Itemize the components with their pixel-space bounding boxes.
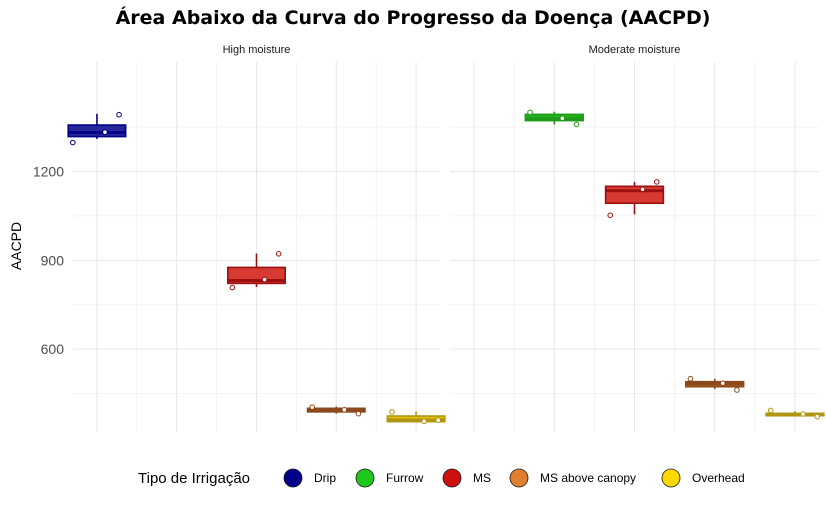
legend-item-furrow: Furrow [355, 468, 424, 488]
data-point [435, 417, 441, 423]
data-point [720, 380, 726, 386]
box [67, 124, 127, 138]
data-point [102, 129, 108, 135]
box-overhead [765, 407, 825, 420]
legend-item-drip: Drip [283, 468, 336, 488]
box-ms-above-canopy [685, 375, 745, 393]
data-point [275, 251, 282, 257]
legend-key [661, 468, 681, 488]
panel-0: High moisture [67, 44, 446, 432]
data-point [607, 212, 614, 219]
legend-key [509, 468, 529, 488]
data-point [116, 111, 122, 118]
box-ms [226, 251, 287, 291]
data-point [389, 409, 395, 415]
data-point [653, 179, 660, 185]
panel-title: High moisture [223, 44, 291, 56]
data-point [800, 411, 806, 417]
box-drip [67, 111, 127, 146]
legend-label: Drip [314, 471, 336, 485]
legend-label: MS [473, 471, 491, 485]
legend-label: MS above canopy [540, 471, 636, 485]
y-tick-label: 600 [41, 341, 65, 357]
chart-title: Área Abaixo da Curva do Progresso da Doe… [116, 6, 711, 29]
data-point [767, 407, 774, 414]
data-point [70, 139, 76, 146]
data-point [355, 410, 362, 417]
data-point [341, 407, 348, 413]
box-overhead [386, 409, 446, 425]
legend: Drip Furrow MS MS above canopy Overhead [283, 468, 745, 488]
data-point [229, 284, 236, 291]
box [604, 185, 665, 204]
data-point [261, 276, 268, 283]
data-point [639, 186, 646, 193]
box-ms [604, 179, 665, 219]
legend-item-ms: MS [442, 468, 491, 488]
legend-item-overhead: Overhead [661, 468, 745, 488]
data-point [527, 109, 533, 116]
data-point [687, 375, 694, 382]
box-furrow [524, 109, 584, 128]
data-point [421, 418, 427, 425]
legend-key [442, 468, 462, 488]
y-tick-label: 1200 [33, 164, 64, 180]
legend-item-ms-above-canopy: MS above canopy [509, 468, 636, 488]
y-tick-label: 900 [41, 252, 65, 268]
panel-title: Moderate moisture [589, 44, 681, 56]
data-point [814, 413, 820, 420]
legend-label: Overhead [692, 471, 745, 485]
y-axis-label: AACPD [8, 222, 24, 270]
box-ms-above-canopy [306, 404, 366, 417]
legend-key [283, 468, 303, 488]
data-point [559, 115, 566, 122]
data-point [734, 387, 740, 393]
data-point [309, 404, 315, 410]
data-point [573, 121, 580, 128]
legend-key [355, 468, 375, 488]
legend-title: Tipo de Irrigação [138, 470, 250, 487]
panel-1: Moderate moisture [450, 44, 825, 432]
legend-label: Furrow [386, 471, 424, 485]
